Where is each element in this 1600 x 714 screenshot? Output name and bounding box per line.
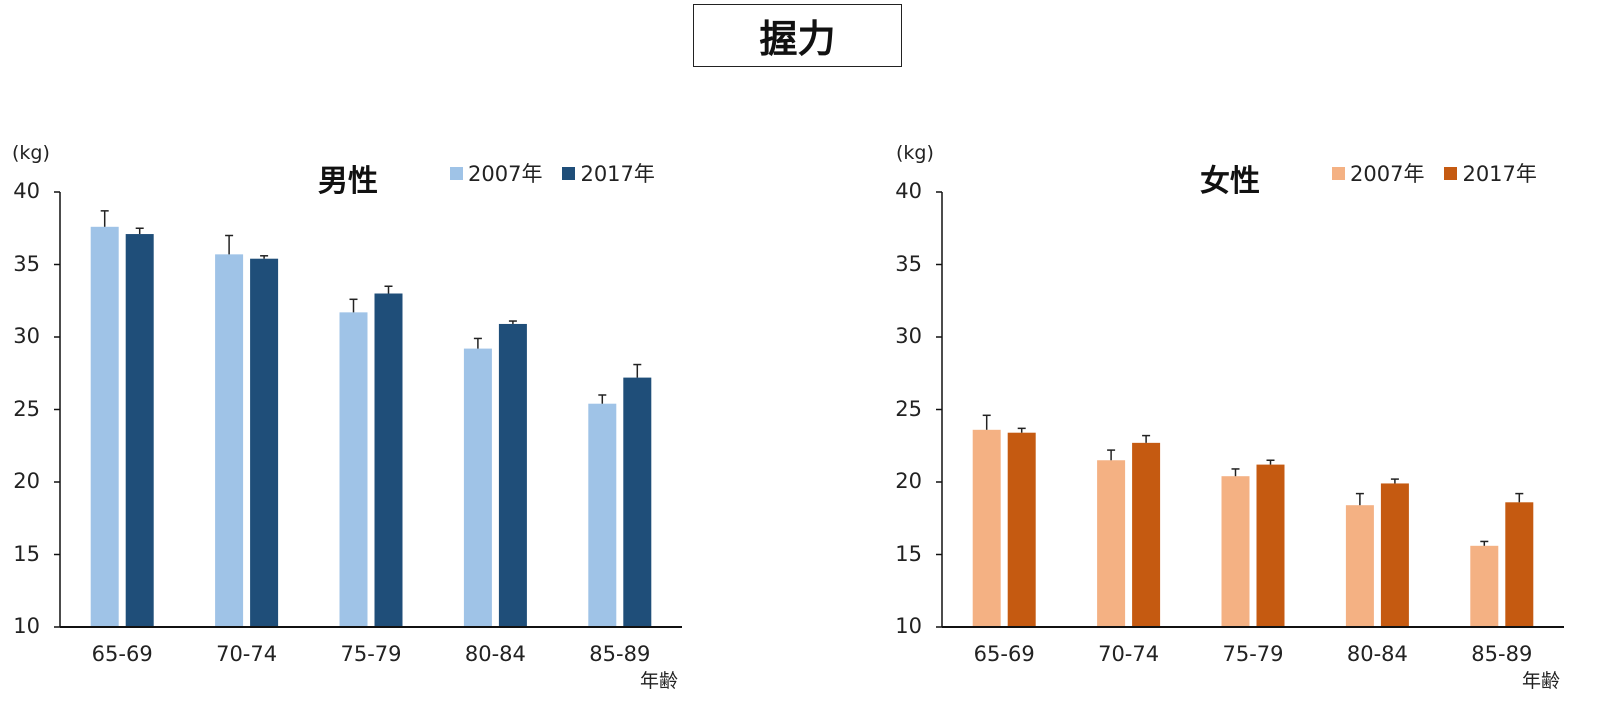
bar-2017年 — [1256, 464, 1285, 627]
bar-2007年 — [588, 403, 617, 627]
bar-group-80-84 — [1345, 478, 1409, 627]
bar-group-70-74 — [1097, 434, 1161, 627]
bar-group-65-69 — [90, 210, 154, 628]
x-tick-label: 80-84 — [1346, 642, 1408, 666]
x-axis-title: 年齢 — [1522, 670, 1561, 692]
legend-item-2007: 2007年 — [450, 158, 542, 188]
y-tick-label: 35 — [895, 251, 922, 276]
y-unit-label: (kg) — [896, 142, 934, 164]
x-tick-label: 70-74 — [1098, 642, 1160, 666]
legend-label-2007: 2007年 — [1350, 162, 1425, 186]
legend-label-2017: 2017年 — [1462, 162, 1537, 186]
y-tick-label: 40 — [895, 179, 922, 203]
male-chart-panel: (kg) 男性 2007年 2017年 年齢 10 15 20 25 30 35 40 65-… — [0, 130, 760, 714]
y-tick-label: 10 — [895, 614, 922, 638]
main-title: 握力 — [693, 4, 902, 67]
legend-swatch-2007-icon — [1332, 166, 1345, 180]
bar-group-65-69 — [972, 414, 1036, 627]
chart-title: 女性 — [1200, 164, 1260, 199]
bar-2007年 — [1345, 505, 1374, 627]
chart-legend: 2007年 2017年 — [450, 158, 675, 188]
bar-2007年 — [215, 254, 244, 627]
bar-plot-area — [54, 191, 682, 628]
bar-group-70-74 — [215, 234, 279, 627]
bar-group-80-84 — [463, 320, 527, 627]
x-tick-label: 80-84 — [464, 642, 526, 666]
bar-2007年 — [463, 348, 492, 627]
x-tick-label: 85-89 — [1471, 642, 1533, 666]
x-tick-label: 70-74 — [216, 642, 278, 666]
chart-legend: 2007年 2017年 — [1332, 158, 1557, 188]
bar-2007年 — [1097, 460, 1126, 627]
legend-item-2017: 2017年 — [562, 158, 655, 188]
y-tick-label: 35 — [13, 251, 40, 276]
female-chart-panel: (kg) 女性 2007年 2017年 年齢 10 15 20 25 30 35 40 65-… — [882, 130, 1600, 714]
bar-2017年 — [1132, 442, 1161, 627]
y-tick-label: 10 — [13, 614, 40, 638]
legend-item-2007: 2007年 — [1332, 158, 1424, 188]
y-tick-label: 30 — [13, 324, 40, 348]
bar-2017年 — [125, 234, 154, 628]
bar-2017年 — [498, 323, 527, 627]
y-tick-label: 15 — [895, 541, 922, 566]
bar-group-75-79 — [339, 285, 403, 627]
y-tick-label: 25 — [895, 396, 922, 421]
bar-group-85-89 — [1470, 492, 1534, 627]
bar-2007年 — [972, 429, 1001, 627]
y-tick-label: 30 — [895, 324, 922, 348]
bar-2017年 — [374, 293, 403, 627]
y-unit-label: (kg) — [12, 142, 50, 164]
bar-2017年 — [1505, 502, 1534, 627]
x-tick-label: 75-79 — [340, 642, 402, 666]
legend-item-2017: 2017年 — [1444, 158, 1537, 188]
y-tick-label: 15 — [13, 541, 40, 566]
y-tick-label: 40 — [13, 179, 40, 203]
x-tick-label: 65-69 — [91, 642, 153, 666]
y-tick-label: 20 — [895, 469, 922, 493]
legend-swatch-2017-icon — [562, 166, 576, 180]
bar-2017年 — [1007, 432, 1036, 627]
x-tick-label: 65-69 — [973, 642, 1035, 666]
bar-2017年 — [250, 258, 279, 627]
bar-2017年 — [1380, 483, 1409, 627]
legend-label-2007: 2007年 — [468, 162, 543, 186]
bar-2007年 — [339, 312, 368, 627]
bar-2017年 — [623, 377, 652, 627]
x-tick-label: 75-79 — [1222, 642, 1284, 666]
bar-2007年 — [1221, 476, 1250, 627]
x-axis-title: 年齢 — [640, 670, 679, 692]
legend-swatch-2007-icon — [450, 166, 463, 180]
y-tick-label: 20 — [13, 469, 40, 493]
bar-plot-area — [936, 191, 1564, 628]
bar-group-85-89 — [588, 363, 652, 627]
bar-2007年 — [1470, 545, 1499, 627]
legend-swatch-2017-icon — [1444, 166, 1458, 180]
y-tick-label: 25 — [13, 396, 40, 421]
bar-2007年 — [90, 226, 119, 628]
chart-title: 男性 — [318, 164, 378, 199]
bar-group-75-79 — [1221, 459, 1285, 627]
x-tick-label: 85-89 — [589, 642, 651, 666]
legend-label-2017: 2017年 — [580, 162, 655, 186]
